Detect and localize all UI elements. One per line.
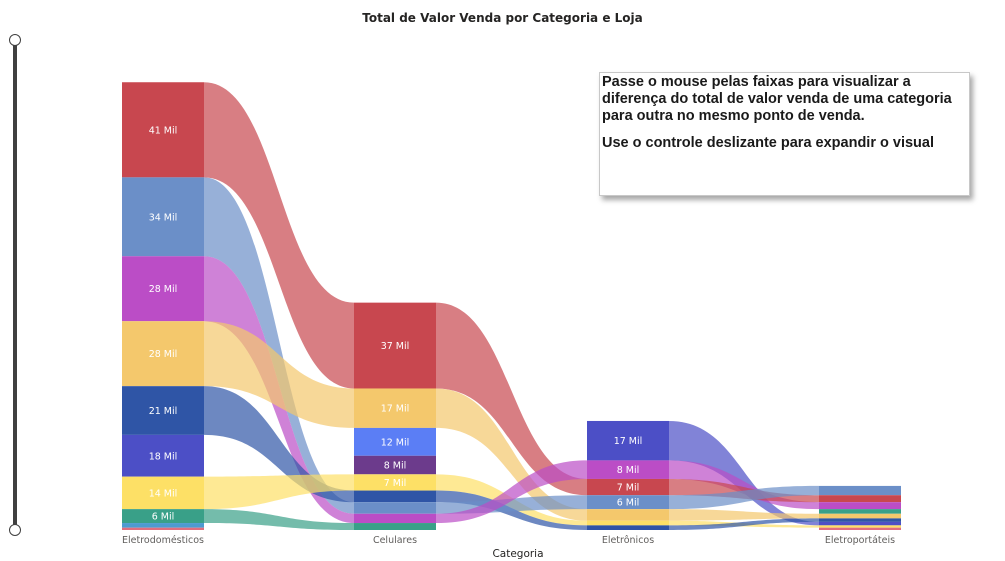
sankey-node-bar[interactable] xyxy=(122,321,204,387)
ribbons-layer[interactable] xyxy=(204,82,819,530)
vertical-slider-track[interactable] xyxy=(13,40,17,530)
sankey-node-bar[interactable] xyxy=(587,478,669,496)
sankey-node-bar[interactable] xyxy=(819,495,901,503)
chart-title: Total de Valor Venda por Categoria e Loj… xyxy=(362,11,643,25)
x-axis: Eletrodomésticos Celulares Eletrônicos Elet… xyxy=(122,535,895,560)
sankey-node-bar[interactable] xyxy=(354,302,436,389)
sankey-node-bar[interactable] xyxy=(122,386,204,435)
sankey-node-bar[interactable] xyxy=(122,434,204,477)
sankey-node-bar[interactable] xyxy=(819,527,901,530)
sankey-ribbon[interactable] xyxy=(669,509,819,521)
sankey-node-bar[interactable] xyxy=(354,523,436,530)
sankey-node-bar[interactable] xyxy=(354,513,436,524)
sankey-node-bar[interactable] xyxy=(354,427,436,456)
sankey-ribbon[interactable] xyxy=(669,518,819,530)
sankey-node-bar[interactable] xyxy=(354,490,436,503)
x-tick-label: Eletroportáteis xyxy=(825,535,895,546)
info-box: Passe o mouse pelas faixas para visualiz… xyxy=(599,72,970,196)
data-label: 6 Mil xyxy=(152,512,175,523)
data-label: 41 Mil xyxy=(149,125,178,136)
sankey-ribbon[interactable] xyxy=(204,474,354,510)
sankey-node-bar[interactable] xyxy=(354,474,436,491)
x-axis-title: Categoria xyxy=(492,548,543,560)
sankey-node-bar[interactable] xyxy=(122,527,204,530)
sankey-node-bar[interactable] xyxy=(122,82,204,178)
data-label: 7 Mil xyxy=(384,478,407,489)
data-label: 18 Mil xyxy=(149,451,178,462)
sankey-ribbon[interactable] xyxy=(436,388,587,521)
sankey-node-bar[interactable] xyxy=(122,523,204,528)
sankey-ribbon[interactable] xyxy=(436,302,587,496)
sankey-node-bar[interactable] xyxy=(587,525,669,530)
sankey-ribbon[interactable] xyxy=(669,460,819,510)
sankey-node-bar[interactable] xyxy=(587,495,669,510)
sankey-node-bar[interactable] xyxy=(587,520,669,526)
slider-handle-bottom[interactable] xyxy=(9,524,21,536)
labels-layer: 41 Mil 34 Mil 28 Mil 28 Mil 21 Mil 18 Mil 14 M… xyxy=(149,125,643,522)
bars-layer xyxy=(122,82,901,530)
data-label: 14 Mil xyxy=(149,488,178,499)
sankey-ribbon[interactable] xyxy=(204,177,354,514)
data-label: 34 Mil xyxy=(149,212,178,223)
data-label: 28 Mil xyxy=(149,284,178,295)
data-label: 7 Mil xyxy=(617,483,640,494)
sankey-node-bar[interactable] xyxy=(587,420,669,461)
sankey-node-bar[interactable] xyxy=(587,460,669,479)
data-label: 17 Mil xyxy=(614,436,643,447)
data-label: 28 Mil xyxy=(149,349,178,360)
sankey-ribbon[interactable] xyxy=(436,460,587,524)
sankey-ribbon[interactable] xyxy=(204,509,354,530)
sankey-ribbon[interactable] xyxy=(204,321,354,428)
sankey-node-bar[interactable] xyxy=(819,525,901,528)
data-label: 8 Mil xyxy=(617,465,640,476)
data-label: 21 Mil xyxy=(149,406,178,417)
data-label: 37 Mil xyxy=(381,341,410,352)
sankey-node-bar[interactable] xyxy=(122,509,204,524)
sankey-node-bar[interactable] xyxy=(819,513,901,519)
x-tick-label: Eletrodomésticos xyxy=(122,535,204,546)
sankey-node-bar[interactable] xyxy=(819,502,901,510)
sankey-node-bar[interactable] xyxy=(354,502,436,514)
data-label: 12 Mil xyxy=(381,437,410,448)
sankey-node-bar[interactable] xyxy=(122,256,204,322)
sankey-ribbon[interactable] xyxy=(669,420,819,526)
sankey-node-bar[interactable] xyxy=(819,509,901,514)
sankey-ribbon[interactable] xyxy=(204,386,354,503)
sankey-node-bar[interactable] xyxy=(354,455,436,475)
x-tick-label: Eletrônicos xyxy=(602,535,654,546)
sankey-node-bar[interactable] xyxy=(354,388,436,428)
sankey-node-bar[interactable] xyxy=(819,485,901,496)
data-label: 17 Mil xyxy=(381,404,410,415)
sankey-ribbon[interactable] xyxy=(204,82,354,389)
sankey-node-bar[interactable] xyxy=(122,476,204,510)
data-label: 6 Mil xyxy=(617,498,640,509)
x-tick-label: Celulares xyxy=(373,535,417,546)
sankey-node-bar[interactable] xyxy=(122,177,204,257)
info-text-hover: Passe o mouse pelas faixas para visualiz… xyxy=(602,74,952,124)
sankey-node-bar[interactable] xyxy=(587,509,669,521)
data-label: 8 Mil xyxy=(384,461,407,472)
sankey-ribbon[interactable] xyxy=(669,485,819,510)
sankey-node-bar[interactable] xyxy=(819,518,901,522)
slider-handle-top[interactable] xyxy=(9,34,21,46)
info-text-slider: Use o controle deslizante para expandir … xyxy=(602,135,934,151)
sankey-node-bar[interactable] xyxy=(819,521,901,526)
